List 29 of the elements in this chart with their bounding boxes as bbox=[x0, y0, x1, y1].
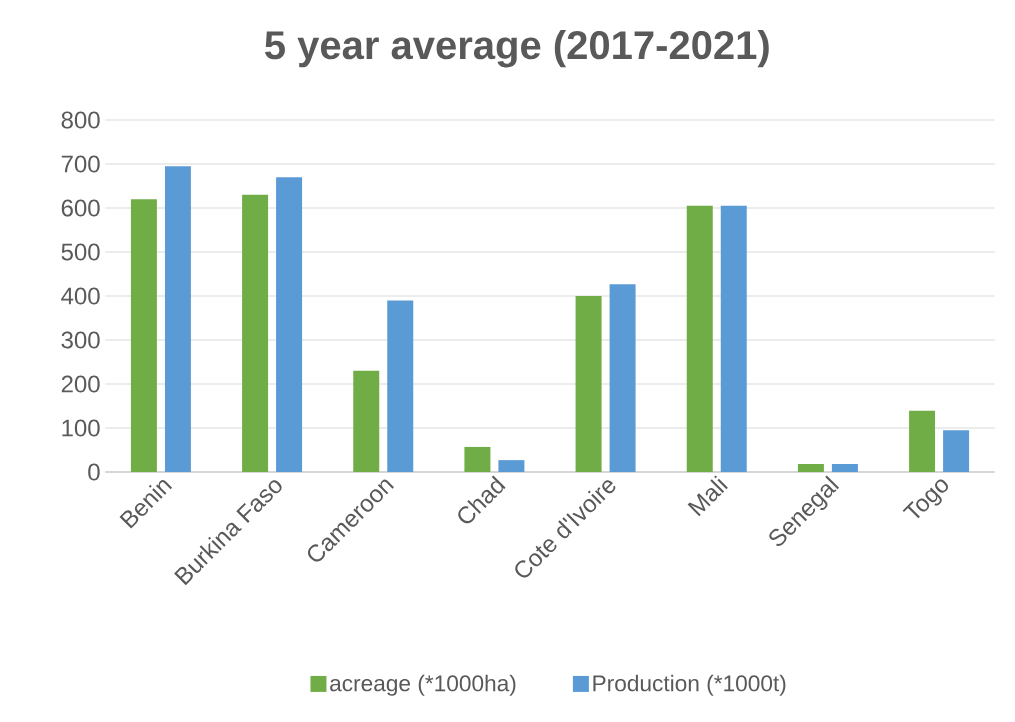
y-tick-label: 800 bbox=[61, 111, 100, 129]
bar bbox=[464, 446, 491, 472]
bar bbox=[164, 166, 191, 472]
bar bbox=[909, 410, 936, 472]
legend-label: Production (*1000t) bbox=[593, 674, 786, 696]
bar bbox=[387, 300, 414, 472]
bar bbox=[720, 205, 747, 472]
y-tick-label: 600 bbox=[61, 199, 100, 217]
y-tick-label: 100 bbox=[62, 419, 100, 437]
bar bbox=[831, 464, 858, 472]
bar bbox=[130, 199, 157, 472]
bar bbox=[797, 464, 824, 472]
x-tick-label: Togo bbox=[902, 479, 949, 519]
y-tick-label: 400 bbox=[61, 287, 100, 305]
bar bbox=[498, 460, 525, 472]
y-tick-label: 700 bbox=[61, 155, 100, 173]
chart-title: 5 year average (2017-2021) bbox=[265, 29, 769, 68]
legend-label: acreage (*1000ha) bbox=[330, 674, 516, 696]
y-tick-label: 0 bbox=[88, 463, 100, 481]
bar bbox=[276, 177, 303, 472]
bar bbox=[686, 205, 713, 472]
bar bbox=[609, 284, 636, 472]
y-tick-label: 500 bbox=[61, 243, 100, 261]
bar bbox=[943, 430, 970, 472]
bar bbox=[575, 296, 602, 472]
y-tick-label: 300 bbox=[61, 331, 100, 349]
y-tick-label: 200 bbox=[61, 375, 100, 393]
bar bbox=[242, 194, 269, 472]
bar bbox=[353, 370, 380, 472]
